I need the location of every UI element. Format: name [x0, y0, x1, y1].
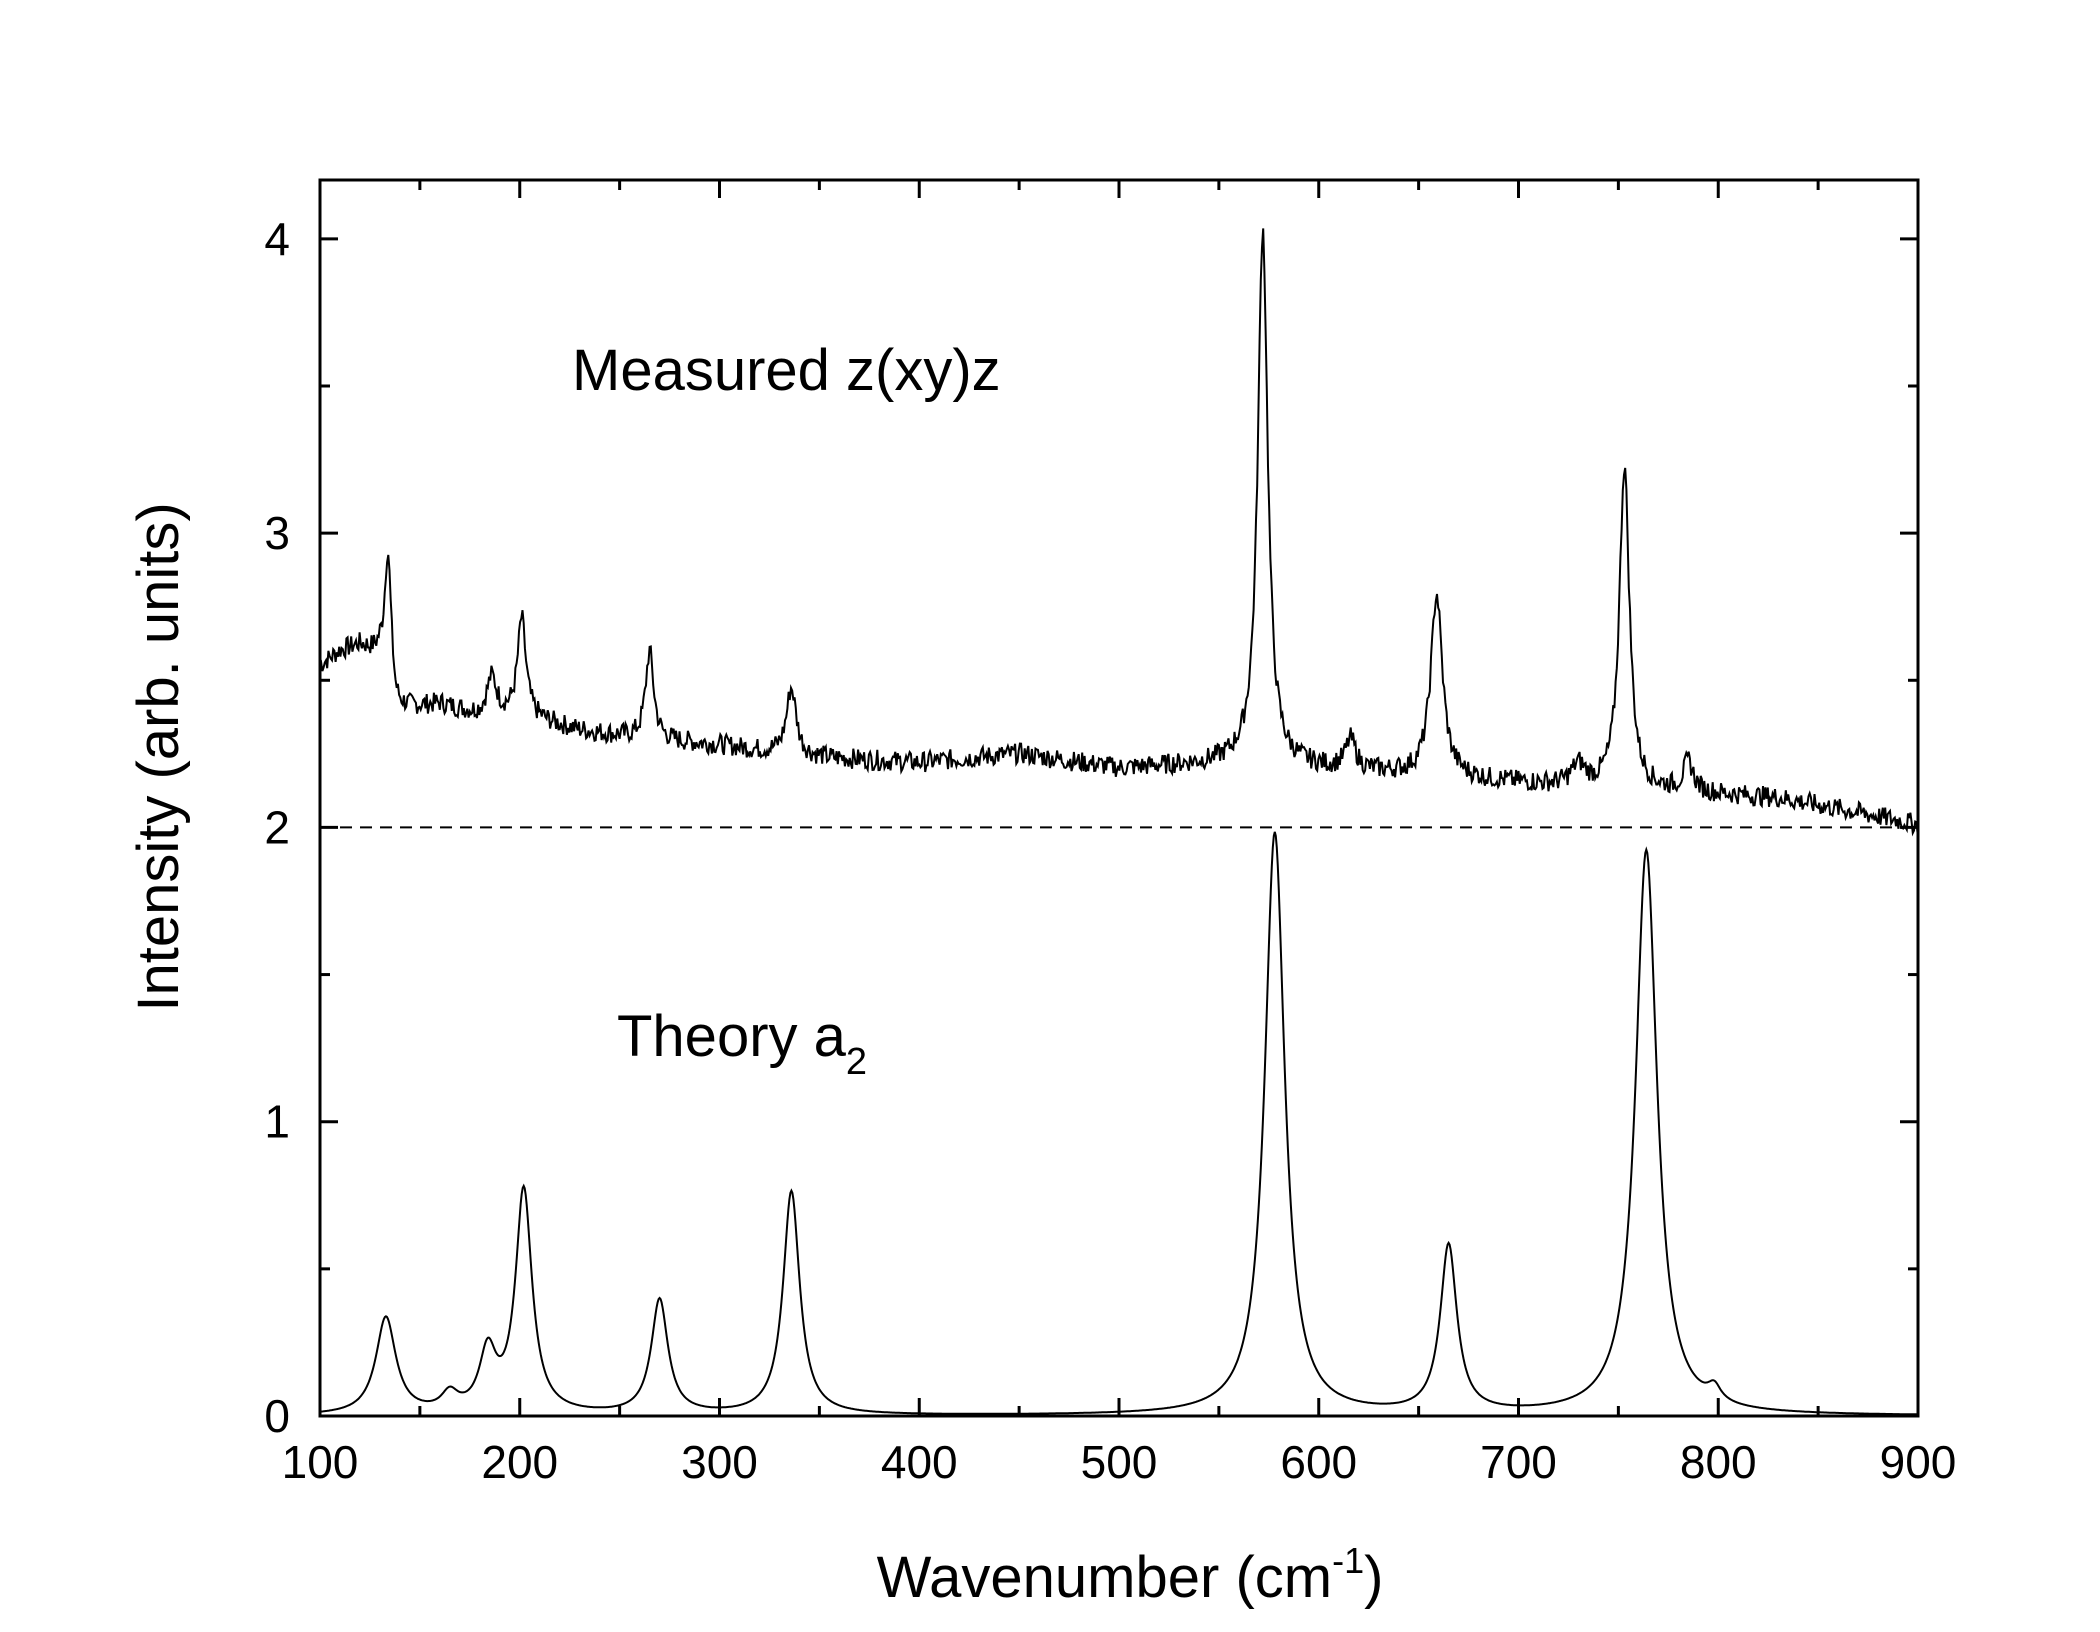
x-tick-label: 700: [1480, 1436, 1557, 1488]
theory-series-label-main: Theory a: [617, 1004, 847, 1069]
x-tick-label: 400: [881, 1436, 958, 1488]
y-tick-label: 3: [264, 507, 290, 559]
x-axis-title: Wavenumber (cm-1): [877, 1540, 1384, 1610]
x-tick-label: 900: [1880, 1436, 1957, 1488]
measured-spectrum-line: [319, 228, 1919, 837]
plot-frame: [318, 178, 1920, 1418]
y-tick-label: 4: [264, 213, 290, 265]
x-tick-label: 300: [681, 1436, 758, 1488]
x-axis-title-superscript: -1: [1332, 1540, 1364, 1581]
x-axis-title-main: Wavenumber (cm: [877, 1545, 1333, 1610]
x-tick-label: 600: [1280, 1436, 1357, 1488]
theory-series-label-subscript: 2: [846, 1041, 867, 1083]
theory-series-label: Theory a2: [617, 1004, 867, 1083]
theory-spectrum-line: [319, 831, 1918, 1416]
x-tick-label: 500: [1081, 1436, 1158, 1488]
y-tick-label: 0: [264, 1390, 290, 1442]
measured-series-label: Measured z(xy)z: [572, 338, 1001, 403]
y-axis-title: Intensity (arb. units): [126, 502, 191, 1011]
x-tick-label: 200: [481, 1436, 558, 1488]
y-tick-label: 1: [264, 1096, 290, 1148]
y-tick-label: 2: [264, 801, 290, 853]
x-tick-label: 100: [282, 1436, 359, 1488]
x-tick-label: 800: [1680, 1436, 1757, 1488]
x-axis-title-close: ): [1364, 1545, 1383, 1610]
